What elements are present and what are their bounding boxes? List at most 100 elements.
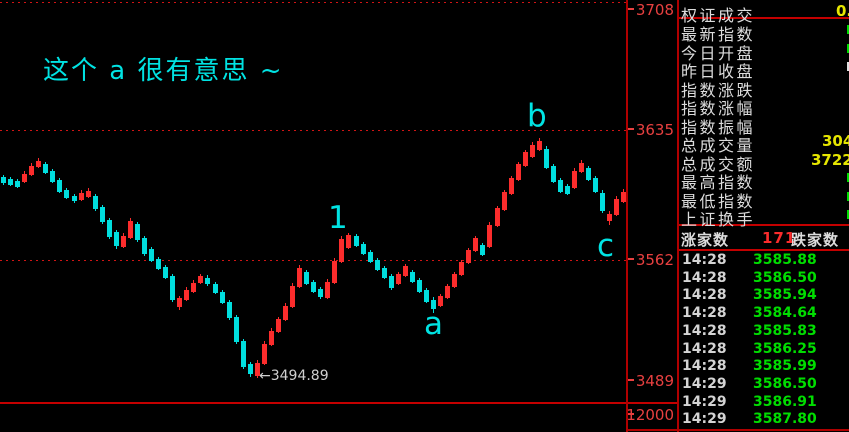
candle — [233, 317, 239, 342]
tick-time: 14:28 — [682, 305, 727, 322]
axis-tick-label: 3489 — [635, 372, 674, 390]
quote-row-value: 304 — [822, 132, 849, 150]
candle — [127, 221, 133, 238]
quote-row-label: 今日开盘 — [681, 43, 756, 63]
candle — [480, 245, 486, 255]
candle — [572, 171, 578, 188]
candle — [438, 296, 444, 306]
candle — [142, 238, 147, 254]
advancers-value: 171 — [762, 229, 797, 247]
candle — [85, 191, 91, 197]
tick-price: 3585.88 — [753, 252, 817, 268]
candle — [212, 284, 218, 293]
wave-label: b — [527, 98, 547, 134]
candle — [522, 152, 528, 166]
candle — [8, 179, 14, 185]
candle — [163, 267, 169, 278]
candle — [543, 149, 549, 168]
candle — [106, 220, 112, 237]
candle — [621, 192, 627, 202]
bottom-border — [626, 429, 849, 431]
candle — [607, 214, 613, 221]
candle — [198, 276, 204, 283]
candle — [191, 283, 197, 292]
tick-price: 3585.94 — [753, 287, 817, 304]
candle — [367, 252, 373, 262]
candle — [318, 289, 324, 297]
price-axis: 3708 3635 3562 3489 12000 — [626, 0, 677, 432]
wave-label: c — [597, 228, 615, 264]
candle — [149, 249, 155, 261]
candle — [452, 274, 458, 287]
tick-price: 3586.91 — [753, 393, 817, 410]
candle — [431, 300, 437, 309]
quote-panel: 涨家数 171 跌家数 权证成交 0. 最新指数今日开盘昨日收盘指数涨跌指数涨幅指数… — [679, 0, 849, 432]
quote-row-label: 最高指数 — [681, 173, 756, 192]
candle — [247, 364, 253, 374]
price-gridline — [0, 130, 626, 131]
candle — [424, 290, 429, 302]
candle — [374, 260, 380, 270]
candle — [304, 272, 310, 284]
candle — [78, 193, 84, 200]
candle — [205, 278, 211, 284]
candle — [219, 292, 225, 303]
candle — [254, 363, 260, 376]
tick-time: 14:28 — [682, 322, 727, 339]
price-gridline — [0, 260, 626, 261]
candle — [459, 262, 465, 275]
candle — [388, 276, 394, 288]
tick-time: 14:28 — [682, 358, 727, 375]
candle — [325, 282, 331, 298]
tick-time: 14:29 — [682, 375, 727, 392]
candle — [283, 306, 288, 320]
panel-separator-middle — [679, 224, 849, 226]
candle — [529, 145, 535, 157]
axis-tick-label: 3562 — [635, 251, 674, 269]
quote-row-label: 上证换手 — [681, 210, 756, 229]
candle — [184, 290, 190, 300]
candle — [297, 268, 303, 287]
candle — [50, 171, 56, 182]
quote-row-value-fragment — [847, 210, 849, 219]
candle — [15, 181, 21, 187]
tick-price: 3587.80 — [753, 411, 817, 428]
candle — [240, 341, 246, 367]
quote-row-value: 0. — [836, 2, 849, 20]
candle — [29, 166, 35, 175]
panel-divider — [677, 0, 679, 432]
candle — [614, 199, 620, 215]
candle — [64, 190, 70, 198]
quote-row-value-fragment — [847, 191, 849, 201]
quote-row-label: 指数振幅 — [681, 117, 756, 137]
candlestick-chart[interactable]: 这个 a 很有意思 ~ ←3494.89 1 a b c — [0, 0, 677, 432]
quote-row-value-fragment — [847, 173, 849, 182]
axis-tick-label: 3708 — [635, 1, 674, 19]
candle — [494, 208, 500, 226]
candle — [579, 163, 585, 172]
candle — [177, 298, 183, 307]
tick-price: 3585.83 — [753, 322, 817, 339]
candle — [113, 232, 119, 246]
candle — [134, 224, 140, 240]
candle — [487, 225, 493, 247]
quote-row-value-fragment — [847, 62, 849, 71]
candle — [515, 164, 521, 180]
candle — [473, 238, 479, 251]
axis-tick-mark — [628, 379, 634, 381]
candle — [353, 236, 359, 246]
tick-time: 14:29 — [682, 411, 727, 428]
axis-tick-mark — [628, 413, 634, 415]
candle — [290, 286, 296, 307]
tick-price: 3585.99 — [753, 358, 817, 375]
candle — [311, 282, 317, 292]
tick-time: 14:28 — [682, 287, 727, 304]
candle — [360, 244, 366, 254]
tick-time: 14:28 — [682, 252, 727, 268]
tick-time: 14:29 — [682, 393, 727, 410]
candle — [170, 276, 176, 300]
candle — [395, 274, 401, 284]
quote-row-value-fragment — [847, 43, 849, 53]
candle — [508, 178, 514, 194]
